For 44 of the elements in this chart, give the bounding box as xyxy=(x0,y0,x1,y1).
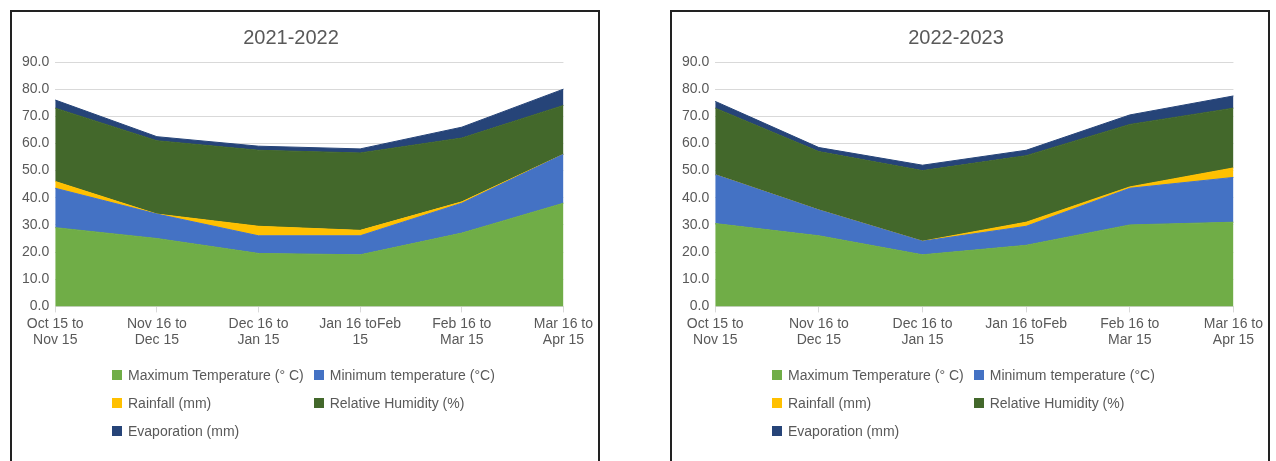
y-tick-label: 20.0 xyxy=(682,242,710,259)
legend-label: Minimum temperature (°C) xyxy=(329,367,495,383)
y-tick-label: 20.0 xyxy=(22,242,50,259)
y-tick-label: 60.0 xyxy=(682,134,710,151)
y-tick-label: 50.0 xyxy=(682,161,710,178)
y-tick-label: 70.0 xyxy=(22,107,50,124)
y-tick-label: 0.0 xyxy=(29,297,50,314)
legend-label: Rainfall (mm) xyxy=(128,395,212,411)
legend-label: Maximum Temperature (° C) xyxy=(128,367,304,383)
y-tick-label: 70.0 xyxy=(682,107,710,124)
y-tick-label: 10.0 xyxy=(682,270,710,287)
y-tick-label: 90.0 xyxy=(682,52,710,69)
y-tick-label: 50.0 xyxy=(22,161,50,178)
y-tick-label: 30.0 xyxy=(682,215,710,232)
legend-label: Minimum temperature (°C) xyxy=(989,367,1155,383)
x-tick-label: Jan 16 toFeb 15 xyxy=(985,314,1068,348)
legend-label: Evaporation (mm) xyxy=(788,423,900,439)
legend-label: Relative Humidity (%) xyxy=(989,395,1125,411)
y-tick-label: 80.0 xyxy=(22,80,50,97)
x-tick-label: Feb 16 to Mar 15 xyxy=(1100,314,1160,348)
x-tick-label: Feb 16 to Mar 15 xyxy=(432,314,492,348)
x-tick-label: Dec 16 to Jan 15 xyxy=(892,314,953,348)
x-tick-label: Jan 16 toFeb 15 xyxy=(319,314,402,348)
x-tick-label: Nov 16 to Dec 15 xyxy=(126,314,188,348)
chart-title: 2022-2023 xyxy=(908,25,1004,48)
legend-label: Evaporation (mm) xyxy=(128,423,240,439)
y-tick-label: 90.0 xyxy=(22,52,50,69)
legend-label: Relative Humidity (%) xyxy=(329,395,465,411)
y-tick-label: 10.0 xyxy=(22,270,50,287)
y-tick-label: 40.0 xyxy=(682,188,710,205)
y-tick-label: 30.0 xyxy=(22,215,50,232)
x-tick-label: Mar 16 to Apr 15 xyxy=(1203,314,1264,348)
x-tick-label: Oct 15 to Nov 15 xyxy=(26,314,84,348)
x-tick-label: Oct 15 to Nov 15 xyxy=(686,314,744,348)
legend-label: Maximum Temperature (° C) xyxy=(788,367,964,383)
y-tick-label: 80.0 xyxy=(682,80,710,97)
legend-label: Rainfall (mm) xyxy=(788,395,872,411)
y-tick-label: 60.0 xyxy=(22,134,50,151)
chart-title: 2021-2022 xyxy=(243,25,339,48)
x-tick-label: Mar 16 to Apr 15 xyxy=(533,314,594,348)
x-tick-label: Nov 16 to Dec 15 xyxy=(788,314,850,348)
y-tick-label: 40.0 xyxy=(22,188,50,205)
x-tick-label: Dec 16 to Jan 15 xyxy=(228,314,289,348)
y-tick-label: 0.0 xyxy=(689,297,710,314)
